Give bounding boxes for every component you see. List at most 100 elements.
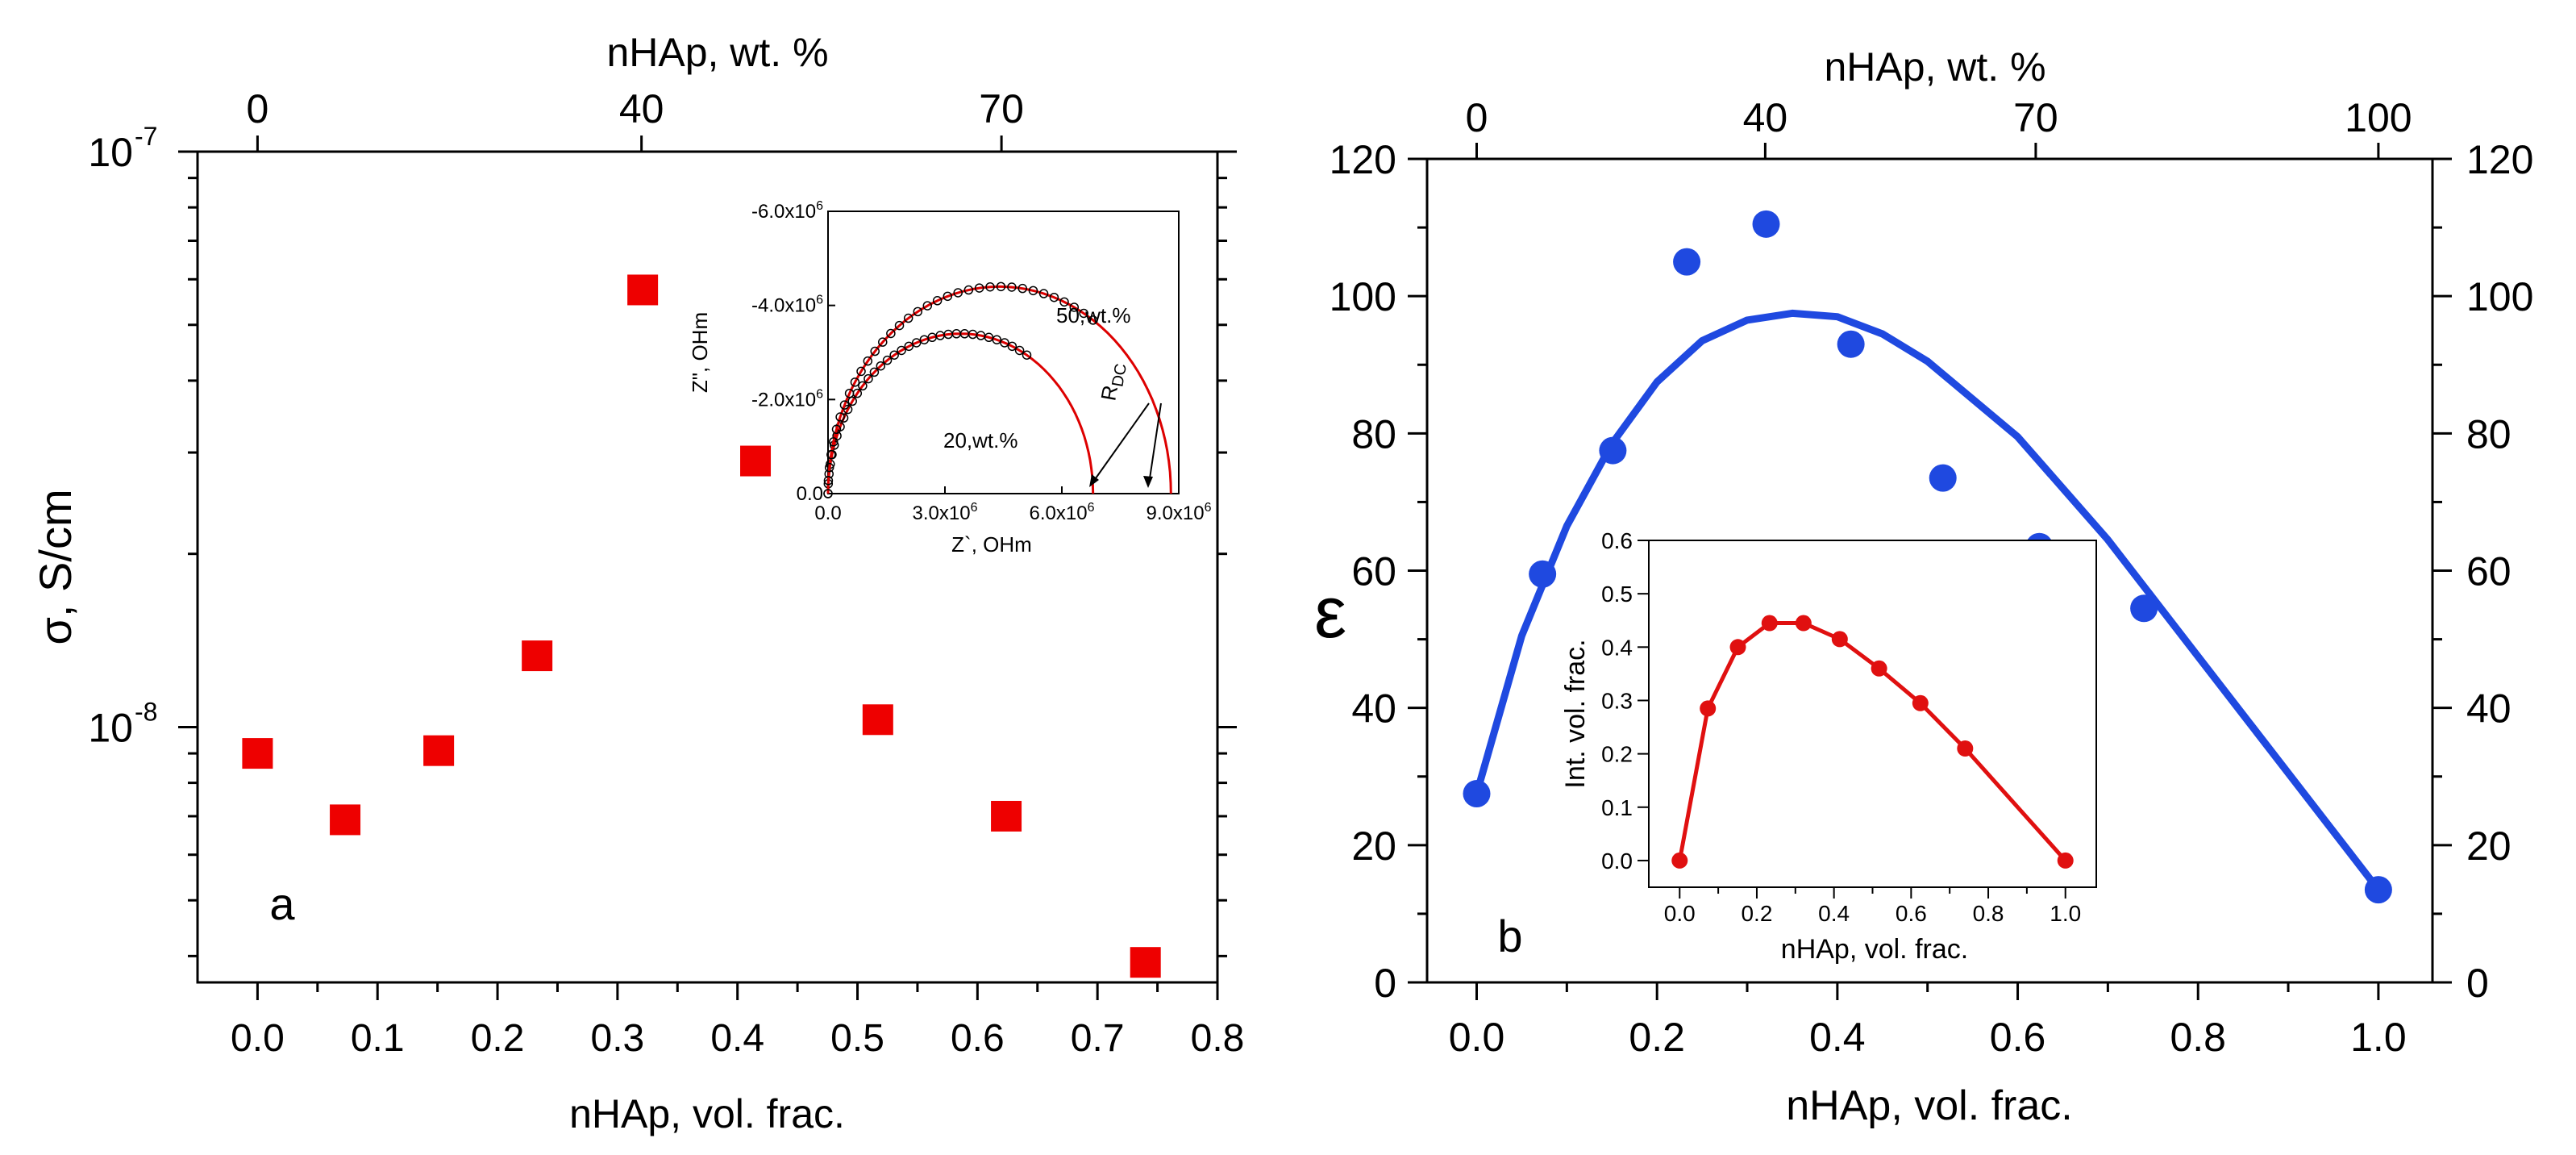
inset-a-point-0 (1014, 345, 1025, 356)
panel-b-marker (2130, 594, 2158, 623)
inset-a-point-1 (953, 288, 963, 298)
panel-b-inset-line (1677, 621, 2067, 862)
panel-b-right-y-tick-label: 40 (2466, 686, 2511, 732)
panel-a-top-tick-label: 40 (619, 86, 664, 131)
panel-a-y-tick-exponent: -8 (135, 697, 157, 726)
panel-a-top-tick-label: 70 (979, 86, 1024, 131)
panel-b-y-label: ε (1314, 573, 1346, 653)
inset-a-y-tick-label: -4.0x106 (751, 294, 823, 317)
inset-b-y-tick-label: 0.6 (1601, 528, 1633, 553)
inset-b-x-tick-label: 1.0 (2050, 901, 2081, 926)
inset-a-point-1 (1017, 283, 1027, 294)
inset-a-point-1 (850, 377, 860, 387)
panel-b-right-y-tick-label: 100 (2466, 274, 2533, 319)
inset-a-point-0 (858, 381, 868, 391)
panel-a-x-tick-label: 0.4 (710, 1017, 764, 1060)
inset-a-point-0 (904, 341, 914, 352)
panel-b-x-tick-label: 0.0 (1449, 1015, 1505, 1060)
inset-a-point-1 (886, 328, 896, 339)
inset-a-point-0 (876, 361, 886, 371)
inset-a-point-1 (829, 437, 839, 447)
panel-b-top-tick-labels: 0 40 70 100 (1466, 95, 2412, 140)
panel-b-right-y-tick-label: 60 (2466, 549, 2511, 594)
panel-b-top-tick-label: 0 (1466, 95, 1488, 140)
panel-a-ticks (178, 136, 1237, 1000)
panel-b-inset-ticks (1638, 540, 2066, 899)
panel-a-y-tick-label: 10 (88, 705, 133, 750)
panel-a-inset-x-tick-labels: 0.0 3.0x106 6.0x106 9.0x106 (814, 501, 1211, 524)
inset-a-point-1 (922, 301, 933, 311)
panel-a-x-tick-labels: 0.0 0.1 0.2 0.3 0.4 0.5 0.6 0.7 0.8 (231, 1017, 1244, 1060)
inset-a-point-0 (889, 350, 899, 360)
panel-b-marker (1529, 560, 1557, 588)
inset-a-point-0 (992, 335, 1002, 344)
panel-b-y-tick-label: 0 (1374, 961, 1396, 1006)
inset-b-marker (2057, 852, 2074, 869)
panel-b-inset-x-label: nHAp, vol. frac. (1781, 934, 1968, 965)
inset-a-y-tick-text: -2.0x10 (751, 389, 816, 411)
inset-a-point-0 (911, 338, 922, 348)
inset-a-point-0 (869, 367, 880, 377)
panel-a-marker (627, 274, 659, 306)
panel-b-ticks (1408, 143, 2452, 1000)
inset-a-point-1 (913, 306, 923, 317)
panel-a-x-tick-label: 0.7 (1071, 1017, 1125, 1060)
panel-a-marker (740, 445, 772, 477)
panel-a-inset-y-label: Z", OHm (688, 312, 712, 393)
panel-b-inset-markers (1671, 615, 2074, 869)
inset-a-y-tick-sup: 6 (816, 294, 823, 307)
inset-a-point-0 (897, 345, 906, 356)
inset-a-point-1 (870, 346, 880, 357)
panel-b-marker (2364, 876, 2392, 904)
inset-a-point-1 (1088, 315, 1098, 325)
inset-b-marker (1729, 639, 1746, 656)
panel-b-top-tick-label: 40 (1743, 95, 1788, 140)
panel-a-inset-frame (827, 211, 1180, 494)
inset-a-point-1 (1079, 308, 1088, 319)
inset-a-point-1 (985, 281, 995, 292)
inset-a-point-1 (1007, 282, 1017, 292)
panel-b-marker (1752, 210, 1780, 238)
inset-a-y-tick-sup: 6 (816, 199, 823, 213)
inset-a-point-1 (856, 366, 866, 377)
inset-a-x-tick-sup: 6 (1088, 501, 1095, 515)
inset-a-x-tick-label: 6.0x106 (1030, 501, 1095, 524)
inset-a-point-1 (1028, 286, 1038, 296)
panel-b-markers (1463, 210, 2392, 904)
inset-a-point-0 (1022, 350, 1032, 360)
panel-a-marker (423, 735, 455, 766)
panel-b-top-tick-label: 70 (2013, 95, 2058, 140)
panel-a-x-tick-label: 0.3 (591, 1017, 645, 1060)
panel-b-x-tick-label: 1.0 (2350, 1015, 2407, 1060)
inset-annotation-rdc: RDC (1096, 361, 1130, 403)
panel-b-right-y-tick-label: 0 (2466, 961, 2489, 1006)
inset-b-marker (1957, 740, 1974, 757)
panel-b-top-tick-label: 100 (2345, 95, 2412, 140)
inset-a-point-1 (835, 412, 845, 422)
inset-a-y-tick-text: 0.0 (797, 483, 823, 505)
panel-b-x-tick-label: 0.4 (1809, 1015, 1866, 1060)
panel-a-top-tick-label: 0 (247, 86, 269, 131)
panel-b-x-tick-label: 0.8 (2170, 1015, 2226, 1060)
inset-b-marker (1700, 700, 1717, 717)
inset-a-x-tick-text: 3.0x10 (913, 502, 971, 524)
panel-a-top-tick-labels: 0 40 70 (247, 86, 1024, 131)
inset-a-point-1 (943, 291, 953, 302)
inset-b-x-tick-label: 0.8 (1973, 901, 2004, 926)
panel-b-inset: 0.0 0.2 0.4 0.6 0.8 1.0 0.0 0.1 0.2 0.3 0.4 0.5 0.6… (1560, 528, 2097, 965)
inset-a-point-1 (839, 400, 850, 410)
panel-a-x-tick-label: 0.1 (351, 1017, 405, 1060)
inset-a-x-tick-text: 9.0x10 (1147, 502, 1205, 524)
panel-b-y-tick-label: 80 (1351, 411, 1396, 457)
inset-arrow-20 (1091, 402, 1150, 485)
panel-a-x-tick-label: 0.6 (951, 1017, 1005, 1060)
inset-b-x-tick-label: 0.0 (1664, 901, 1696, 926)
inset-a-y-tick-sup: 6 (816, 387, 823, 401)
inset-b-y-tick-label: 0.5 (1601, 582, 1633, 607)
panel-b-y-tick-label: 20 (1351, 824, 1396, 869)
inset-a-point-1 (824, 462, 834, 473)
panel-b-inset-y-tick-labels: 0.0 0.1 0.2 0.3 0.4 0.5 0.6 (1601, 528, 1633, 874)
inset-arrow-50 (1148, 402, 1162, 485)
inset-a-point-0 (847, 396, 857, 407)
